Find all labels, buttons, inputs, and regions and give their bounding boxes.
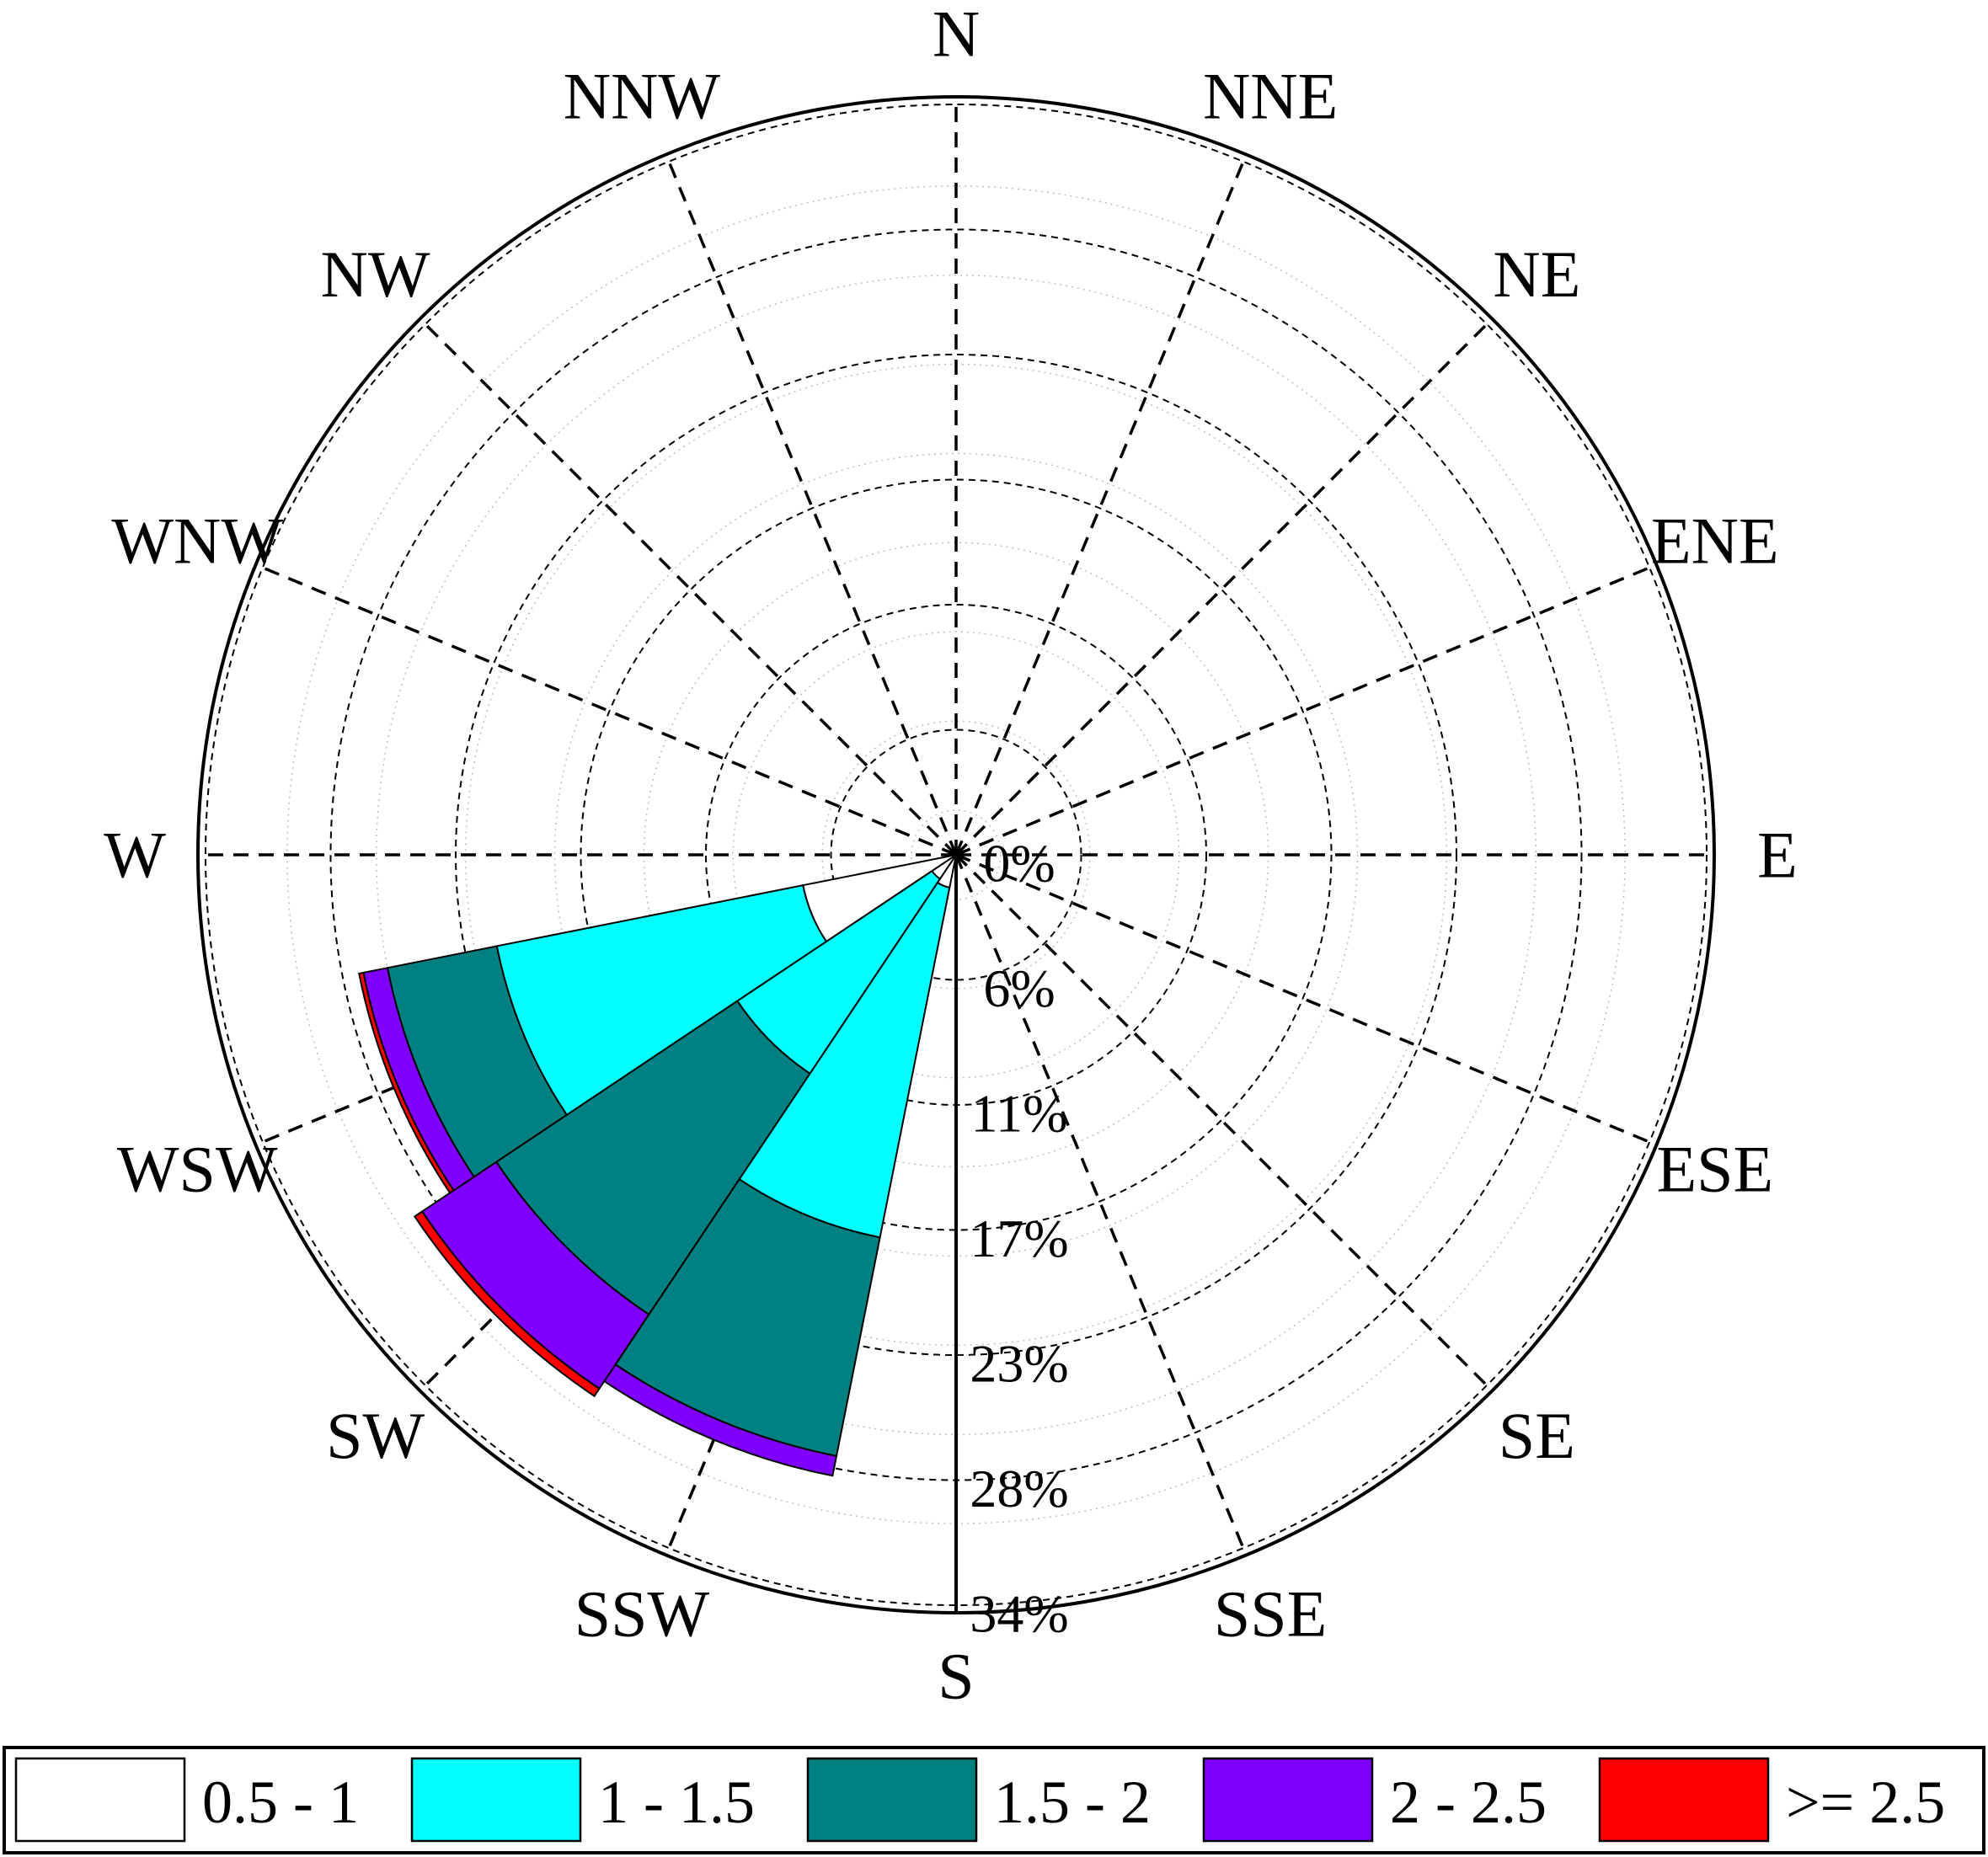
legend-label-3: 1.5 - 2 [994,1769,1151,1836]
legend-label-5: >= 2.5 [1786,1769,1945,1836]
spoke-se [954,853,1494,1392]
outer-ring [196,95,1716,1614]
legend-swatch-1 [14,1757,186,1843]
spoke-sse [954,854,1248,1556]
direction-label-ssw: SSW [574,1577,710,1650]
direction-label-nw: NW [321,237,430,311]
direction-label-sw: SW [326,1399,425,1472]
legend-swatch-2 [410,1757,582,1843]
spoke-ne [954,318,1494,856]
minor-grid-ring [376,275,1536,1435]
spoke-wnw [254,563,957,856]
sector-wsw-bin-5 [358,971,455,1194]
radial-tick-label: 6% [983,958,1055,1018]
radial-tick-label: 17% [970,1209,1068,1268]
sector-sw-bin-5 [413,1210,601,1398]
spoke-nw [419,318,958,856]
direction-label-ese: ESE [1656,1133,1773,1206]
direction-label-wsw: WSW [117,1133,278,1206]
spoke-nnw [664,153,958,856]
direction-label-ne: NE [1493,237,1580,311]
legend-label-2: 1 - 1.5 [598,1769,755,1836]
legend-swatch-4 [1202,1757,1374,1843]
legend-swatch-3 [806,1757,978,1843]
direction-label-nnw: NNW [564,60,721,133]
minor-grid-ring [553,452,1359,1257]
direction-label-n: N [933,0,980,71]
major-grid-ring [455,354,1457,1356]
radial-tick-label: 0% [983,834,1055,894]
legend-label-4: 2 - 2.5 [1390,1769,1547,1836]
direction-label-sse: SSE [1214,1577,1327,1650]
minor-grid-ring [732,631,1180,1079]
direction-label-nne: NNE [1203,60,1338,133]
radial-tick-label: 23% [970,1334,1068,1394]
radial-tick-label: 11% [971,1084,1068,1144]
legend: 0.5 - 1 1 - 1.5 1.5 - 2 2 - 2.5 >= 2.5 [3,1746,1985,1854]
radial-tick-label: 34% [970,1584,1068,1644]
minor-grid-ring [911,809,1002,900]
direction-label-w: W [104,819,166,892]
legend-label-1: 0.5 - 1 [202,1769,359,1836]
major-grid-ring [580,478,1333,1231]
legend-swatch-5 [1598,1757,1770,1843]
direction-label-s: S [938,1640,974,1713]
major-grid-ring [830,728,1082,981]
wind-sectors [358,854,957,1477]
radial-tick-label: 28% [970,1459,1068,1518]
spoke-nne [954,153,1248,856]
spoke-ene [955,563,1658,856]
direction-label-se: SE [1499,1399,1575,1472]
spoke-ese [955,853,1658,1147]
radial-tick-labels: 0% 6% 11% 17% 23% 28% 34% [970,834,1068,1644]
direction-label-wnw: WNW [111,504,283,577]
major-grid-ring [205,104,1707,1606]
direction-label-ene: ENE [1651,504,1779,577]
direction-label-e: E [1757,819,1798,892]
direction-labels: N NNE NE ENE E ESE SE SSE S SSW SW WSW W WNW NW NNW [104,0,1798,1713]
